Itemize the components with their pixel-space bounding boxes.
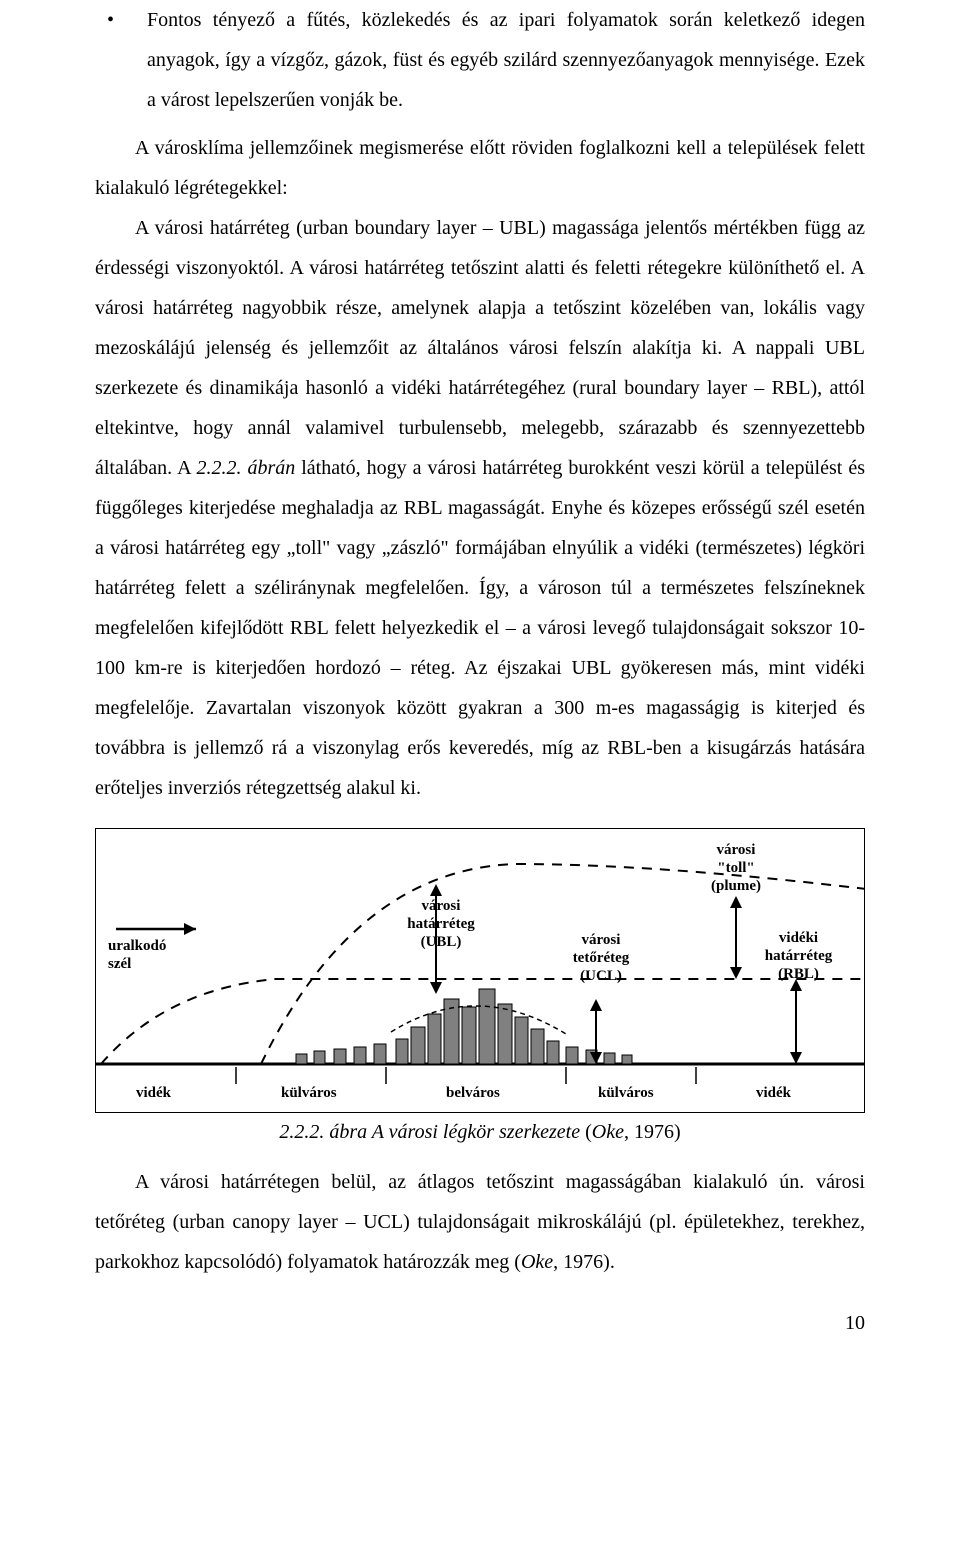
bottom-label-1: külváros (281, 1084, 337, 1102)
bottom-label-0: vidék (136, 1084, 171, 1102)
caption-paren-open: ( (580, 1121, 592, 1143)
para3-a: A városi határrétegen belül, az átlagos … (95, 1171, 865, 1273)
bullet-item: •Fontos tényező a fűtés, közlekedés és a… (95, 0, 865, 120)
para-main-b: látható, hogy a városi határréteg burokk… (95, 457, 865, 799)
page-number: 10 (95, 1312, 865, 1335)
label-rbl: vidékihatárréteg(RBL) (751, 929, 846, 983)
caption-year: , 1976) (624, 1121, 681, 1143)
caption-author: Oke (592, 1121, 624, 1143)
fig-ref: 2.2.2. ábrán (196, 457, 295, 479)
label-wind: uralkodószél (108, 937, 166, 973)
para-main: A városi határréteg (urban boundary laye… (95, 208, 865, 808)
para-intro: A városklíma jellemzőinek megismerése el… (95, 128, 865, 208)
label-ubl: városihatárréteg(UBL) (396, 897, 486, 951)
figure-caption: 2.2.2. ábra A városi légkör szerkezete (… (95, 1121, 865, 1144)
label-ucl: várositetőréteg(UCL) (556, 931, 646, 985)
bottom-label-2: belváros (446, 1084, 500, 1102)
para3-b: , 1976). (553, 1251, 615, 1273)
label-plume: városi"toll"(plume) (696, 841, 776, 895)
bottom-label-4: vidék (756, 1084, 791, 1102)
bottom-label-3: külváros (598, 1084, 654, 1102)
para-main-a: A városi határréteg (urban boundary laye… (95, 217, 865, 479)
caption-title: 2.2.2. ábra A városi légkör szerkezete (279, 1121, 580, 1143)
bullet-marker: • (127, 0, 147, 40)
para3-author: Oke (521, 1251, 553, 1273)
bullet-text: Fontos tényező a fűtés, közlekedés és az… (147, 9, 865, 111)
para-after-figure: A városi határrétegen belül, az átlagos … (95, 1162, 865, 1282)
figure-urban-boundary-layer: uralkodószél városihatárréteg(UBL) város… (95, 828, 865, 1113)
page: •Fontos tényező a fűtés, közlekedés és a… (0, 0, 960, 1365)
